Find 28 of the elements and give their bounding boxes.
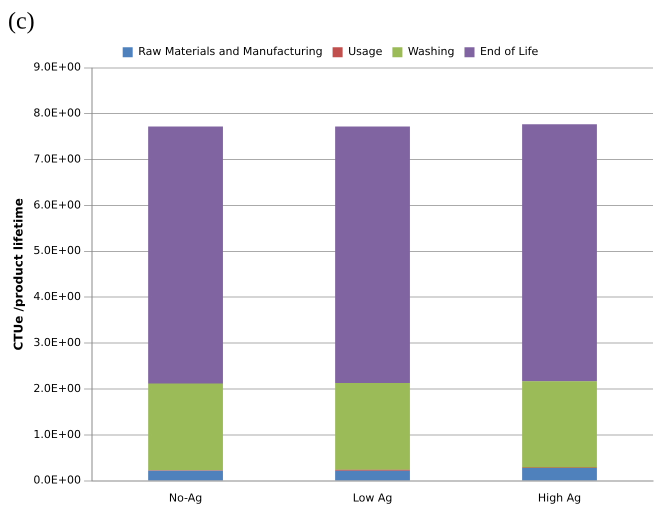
legend-label: End of Life [480,45,539,58]
y-tick-label: 9.0E+00 [33,60,82,74]
y-tick-label: 6.0E+00 [33,198,82,212]
y-axis-title: CTUe /product lifetime [11,198,26,351]
y-tick-label: 2.0E+00 [33,382,82,395]
bar [335,470,410,480]
bar [335,126,410,384]
bar [522,124,597,382]
x-tick-label: No-Ag [168,491,202,504]
chart-title: (c) [8,8,35,35]
x-tick-label: Low Ag [352,491,392,504]
y-tick-label: 3.0E+00 [33,336,82,349]
y-tick-label: 5.0E+00 [33,244,82,258]
y-tick-label: 4.0E+00 [33,290,82,304]
bar [148,384,223,470]
bar [522,468,597,480]
bar [522,381,597,468]
y-tick-label: 1.0E+00 [33,428,82,441]
legend-label: Washing [408,45,454,58]
bar [335,383,410,470]
x-tick-label: High Ag [538,491,582,504]
y-tick-label: 0.0E+00 [33,474,82,487]
y-tick-label: 7.0E+00 [33,152,82,166]
bar [148,126,223,384]
bar [148,470,223,480]
legend-label: Usage [348,45,383,58]
legend-label: Raw Materials and Manufacturing [138,45,323,58]
y-tick-label: 8.0E+00 [33,106,82,120]
